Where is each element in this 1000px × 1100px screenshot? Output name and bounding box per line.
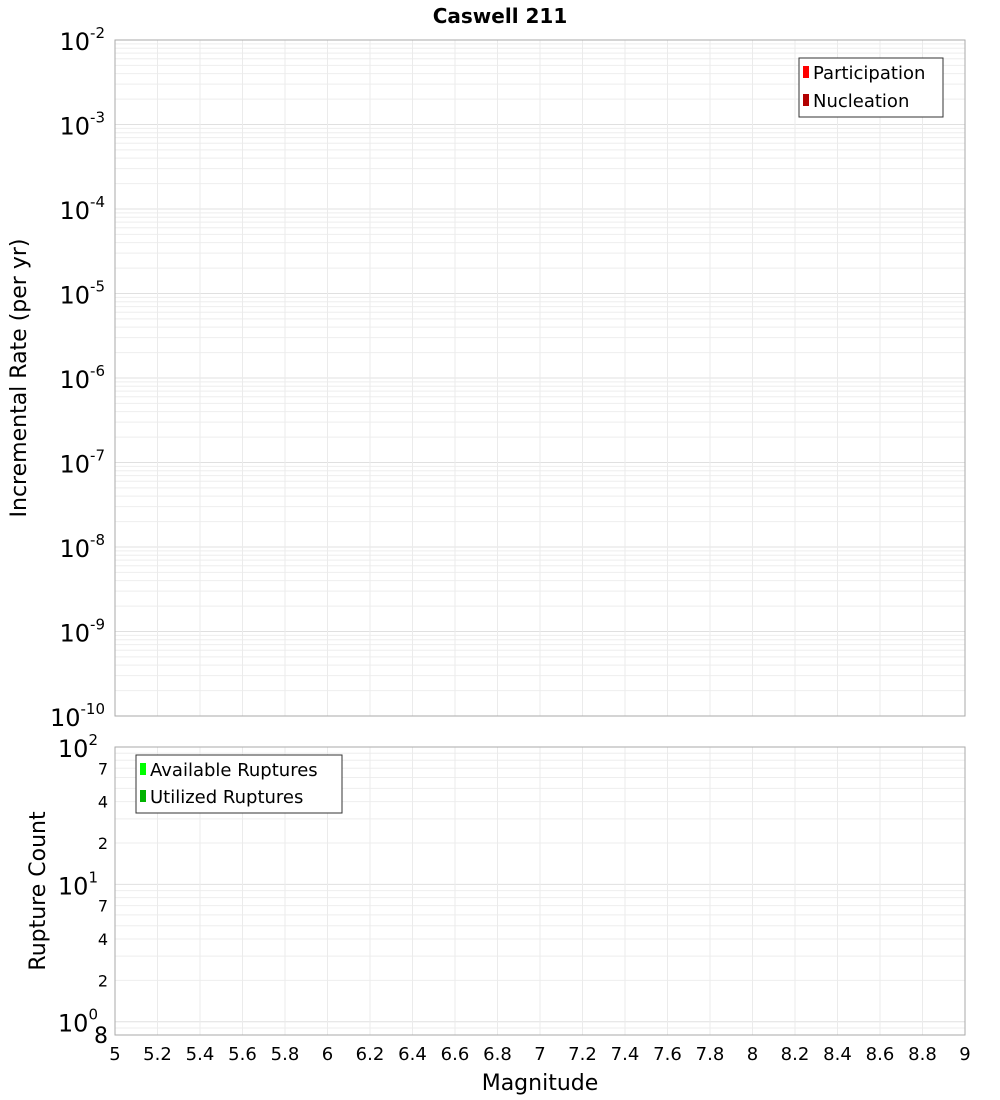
y-tick-label: 10-5	[59, 278, 105, 310]
y-minor-tick-label: 7	[98, 759, 108, 778]
y-minor-tick-label: 2	[98, 971, 108, 990]
y-minor-tick-label: 2	[98, 834, 108, 853]
legend-label: Utilized Ruptures	[150, 787, 303, 808]
x-tick-label: 7.2	[568, 1044, 597, 1065]
y-tick-label: 102	[58, 731, 98, 763]
x-tick-label: 8	[747, 1044, 758, 1065]
x-axis-label: Magnitude	[482, 1071, 599, 1096]
x-tick-label: 9	[959, 1044, 970, 1065]
x-tick-label: 8.2	[781, 1044, 810, 1065]
y-tick-label: 10-2	[59, 24, 105, 56]
y-tick-label: 10-6	[59, 362, 105, 394]
legend-box	[135, 754, 343, 814]
y-tick-label: 100	[58, 1006, 98, 1038]
x-tick-label: 6.2	[356, 1044, 385, 1065]
x-tick-label: 5.6	[228, 1044, 257, 1065]
y-minor-tick-label: 4	[98, 930, 108, 949]
legend-label: Nucleation	[813, 91, 909, 112]
y-minor-tick-label: 7	[98, 897, 108, 916]
x-tick-label: 8.4	[823, 1044, 852, 1065]
bottom-y-axis-label: Rupture Count	[26, 811, 51, 971]
x-tick-label: 5.2	[143, 1044, 172, 1065]
y-tick-label: 10-7	[59, 447, 105, 479]
x-tick-label: 6.6	[441, 1044, 470, 1065]
legend-swatch	[803, 94, 809, 106]
x-tick-label: 8.6	[866, 1044, 895, 1065]
legend-swatch	[803, 66, 809, 78]
y-minor-tick-label: 8	[94, 1024, 108, 1049]
x-tick-label: 5.4	[186, 1044, 215, 1065]
y-tick-label: 10-3	[59, 109, 105, 141]
x-tick-label: 8.8	[908, 1044, 937, 1065]
legend-swatch	[140, 790, 146, 802]
x-tick-label: 6.8	[483, 1044, 512, 1065]
legend-swatch	[140, 763, 146, 775]
y-tick-label: 10-10	[50, 700, 105, 732]
y-tick-label: 10-8	[59, 531, 105, 563]
y-tick-label: 10-9	[59, 616, 105, 648]
x-tick-label: 7.6	[653, 1044, 682, 1065]
x-tick-label: 7	[534, 1044, 545, 1065]
x-tick-label: 5	[109, 1044, 120, 1065]
legend-box	[798, 57, 944, 118]
top-y-axis-label: Incremental Rate (per yr)	[7, 239, 32, 518]
x-tick-label: 6	[322, 1044, 333, 1065]
y-tick-label: 10-4	[59, 193, 105, 225]
y-tick-label: 101	[58, 868, 98, 900]
x-tick-label: 5.8	[271, 1044, 300, 1065]
legend-label: Available Ruptures	[150, 760, 318, 781]
x-tick-label: 6.4	[398, 1044, 427, 1065]
legend-label: Participation	[813, 63, 925, 84]
y-minor-tick-label: 4	[98, 793, 108, 812]
x-tick-label: 7.8	[696, 1044, 725, 1065]
plot-border	[114, 39, 966, 717]
x-tick-label: 7.4	[611, 1044, 640, 1065]
chart-title: Caswell 211	[433, 4, 568, 28]
plot-border	[114, 746, 966, 1036]
